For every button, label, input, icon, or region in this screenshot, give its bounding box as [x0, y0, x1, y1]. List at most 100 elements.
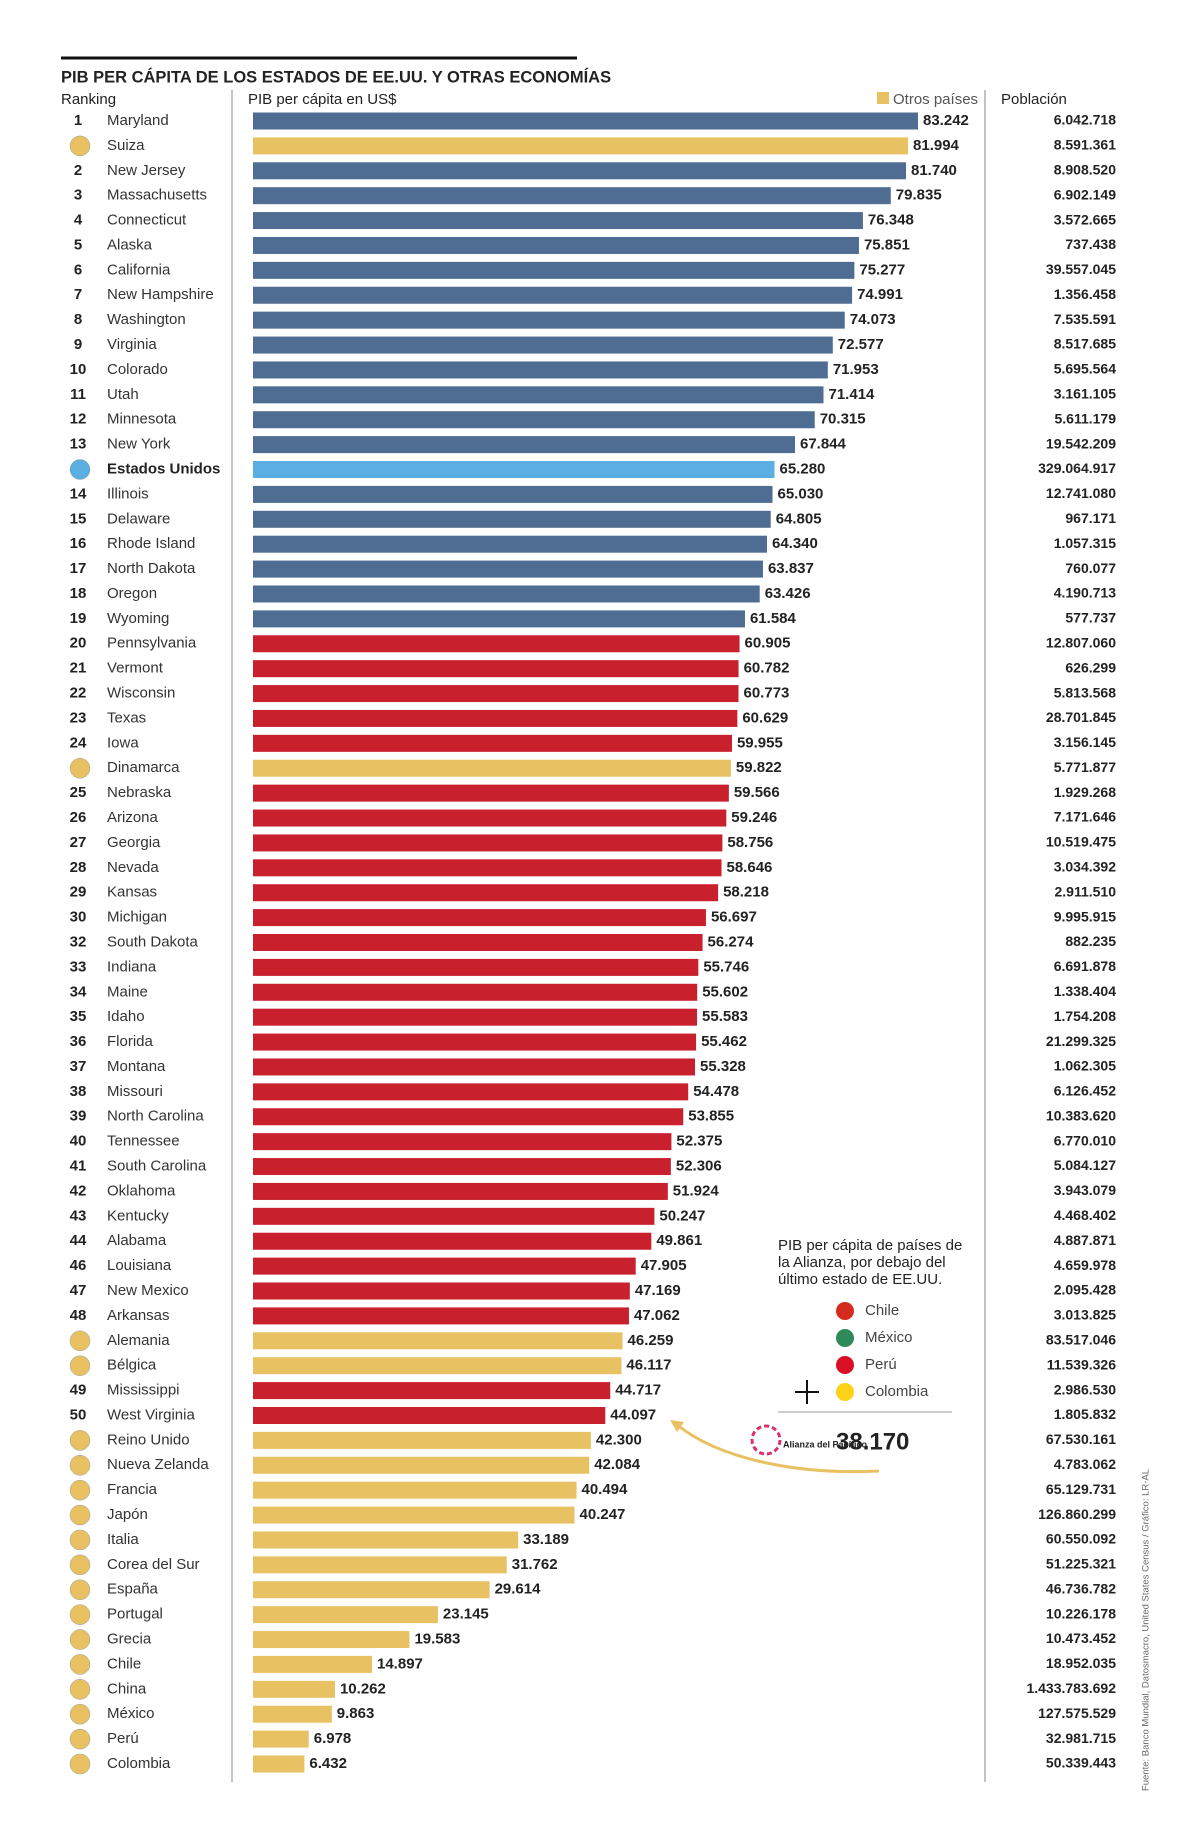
population: 19.542.209	[1046, 435, 1116, 451]
value-label: 49.861	[656, 1232, 702, 1249]
bar	[253, 1730, 309, 1748]
rank: 7	[74, 286, 82, 303]
population: 10.383.620	[1046, 1107, 1116, 1123]
population: 1.356.458	[1054, 286, 1116, 302]
value-label: 83.242	[923, 112, 969, 129]
category-label: Montana	[107, 1058, 166, 1075]
population: 4.659.978	[1054, 1257, 1116, 1273]
bar	[253, 1556, 507, 1574]
rank: 20	[70, 635, 87, 652]
logo-icon	[750, 1424, 782, 1456]
value-label: 40.247	[580, 1506, 626, 1523]
annotation-text: la Alianza, por debajo del	[778, 1254, 946, 1271]
plus-sign	[795, 1380, 819, 1404]
category-label: South Carolina	[107, 1158, 207, 1175]
bar	[253, 361, 828, 379]
population: 4.190.713	[1054, 585, 1116, 601]
population: 1.338.404	[1054, 983, 1116, 999]
category-label: Kentucky	[107, 1207, 169, 1224]
value-label: 71.414	[829, 386, 876, 403]
population: 1.057.315	[1054, 535, 1116, 551]
rank: 8	[74, 311, 82, 328]
population: 626.299	[1065, 659, 1116, 675]
flag-icon	[69, 1330, 91, 1352]
rank: 34	[70, 983, 87, 1000]
value-label: 23.145	[443, 1606, 489, 1623]
bar	[253, 660, 739, 678]
bar	[253, 1282, 630, 1300]
rank: 44	[70, 1232, 87, 1249]
value-label: 75.851	[864, 236, 910, 253]
value-label: 58.218	[723, 884, 769, 901]
category-label: Grecia	[107, 1630, 152, 1647]
value-label: 54.478	[693, 1083, 739, 1100]
value-label: 74.991	[857, 286, 903, 303]
value-label: 44.717	[615, 1382, 661, 1399]
rank: 6	[74, 261, 82, 278]
rank: 40	[70, 1133, 87, 1150]
rank: 35	[70, 1008, 87, 1025]
flag-icon	[69, 1479, 91, 1501]
population: 10.473.452	[1046, 1630, 1116, 1646]
bar	[253, 1531, 519, 1549]
population: 18.952.035	[1046, 1655, 1116, 1671]
bar	[253, 1357, 622, 1375]
value-label: 55.328	[700, 1058, 746, 1075]
category-label: Vermont	[107, 660, 164, 677]
category-label: Rhode Island	[107, 535, 195, 552]
category-label: Nevada	[107, 859, 159, 876]
bar	[253, 909, 706, 927]
population: 5.695.564	[1054, 361, 1116, 377]
population: 4.783.062	[1054, 1456, 1116, 1472]
category-label: Florida	[107, 1033, 154, 1050]
rank: 14	[70, 485, 87, 502]
value-label: 53.855	[688, 1108, 734, 1125]
value-label: 29.614	[495, 1581, 542, 1598]
value-label: 76.348	[868, 212, 914, 229]
rank: 23	[70, 709, 87, 726]
category-label: Pennsylvania	[107, 635, 197, 652]
value-label: 52.306	[676, 1158, 722, 1175]
category-label: Oklahoma	[107, 1182, 176, 1199]
bar	[253, 1108, 684, 1126]
rank: 10	[70, 361, 87, 378]
bar	[253, 1481, 577, 1499]
population: 2.911.510	[1054, 883, 1116, 899]
rank: 49	[70, 1382, 87, 1399]
flag-icon	[836, 1302, 854, 1320]
flag-icon	[836, 1356, 854, 1374]
value-label: 81.740	[911, 162, 957, 179]
population: 6.126.452	[1054, 1083, 1116, 1099]
population: 1.433.783.692	[1026, 1680, 1116, 1696]
rank: 41	[70, 1158, 87, 1175]
rank: 47	[70, 1282, 87, 1299]
category-label: New Hampshire	[107, 286, 214, 303]
flag-icon	[69, 459, 91, 480]
value-label: 61.584	[750, 610, 797, 627]
rank: 17	[70, 560, 87, 577]
category-label: Washington	[107, 311, 186, 328]
category-label: Virginia	[107, 336, 157, 353]
category-label: Massachusetts	[107, 187, 207, 204]
value-label: 56.697	[711, 909, 757, 926]
population: 3.013.825	[1054, 1307, 1116, 1323]
bar	[253, 958, 699, 976]
value-label: 40.494	[581, 1481, 628, 1498]
population: 3.943.079	[1054, 1182, 1116, 1198]
value-label: 72.577	[838, 336, 884, 353]
bar	[253, 1680, 335, 1698]
flag-icon	[69, 1355, 91, 1376]
rank: 24	[70, 734, 87, 751]
rank: 21	[70, 660, 87, 677]
logo-text: Alianza del Pacífico	[783, 1439, 868, 1449]
bar	[253, 610, 745, 628]
flag-icon	[69, 1604, 91, 1625]
rank: 29	[70, 884, 87, 901]
legend-swatch	[877, 92, 889, 104]
population: 1.805.832	[1054, 1406, 1116, 1422]
rank: 50	[70, 1406, 87, 1423]
bar	[253, 809, 727, 827]
population: 83.517.046	[1046, 1332, 1116, 1348]
category-label: Oregon	[107, 585, 157, 602]
